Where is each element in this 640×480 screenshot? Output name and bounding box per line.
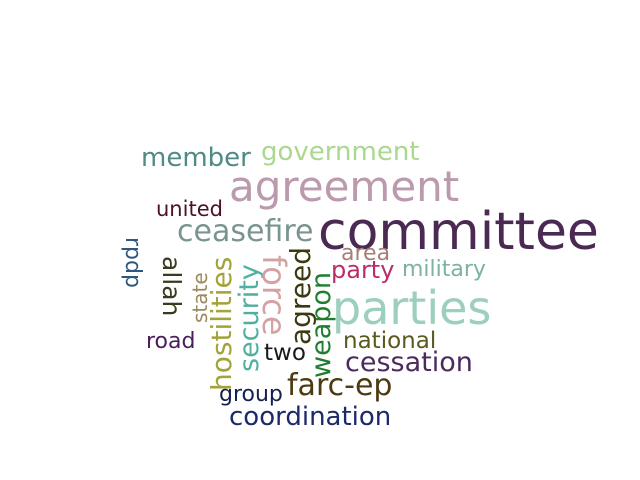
word-national: national: [343, 328, 437, 354]
word-coordination: coordination: [229, 402, 392, 432]
word-farc-ep: farc-ep: [287, 368, 393, 403]
word-government: government: [261, 137, 420, 167]
word-parties: parties: [332, 281, 492, 335]
word-road: road: [146, 329, 196, 354]
word-committee: committee: [318, 202, 599, 262]
word-agreement: agreement: [229, 162, 460, 211]
word-cessation: cessation: [345, 347, 473, 378]
word-party: party: [331, 256, 395, 284]
word-two: two: [264, 340, 306, 366]
word-area: area: [341, 241, 391, 266]
word-military: military: [402, 257, 486, 282]
word-member: member: [141, 143, 251, 173]
word-rpdp: rpdp: [120, 237, 145, 288]
word-group: group: [219, 382, 283, 407]
word-ceasefire: ceasefire: [177, 214, 314, 249]
word-weapon: weapon: [306, 271, 337, 378]
word-united: united: [156, 197, 223, 221]
word-hostilities: hostilities: [205, 256, 238, 391]
word-allah: allah: [157, 256, 186, 317]
